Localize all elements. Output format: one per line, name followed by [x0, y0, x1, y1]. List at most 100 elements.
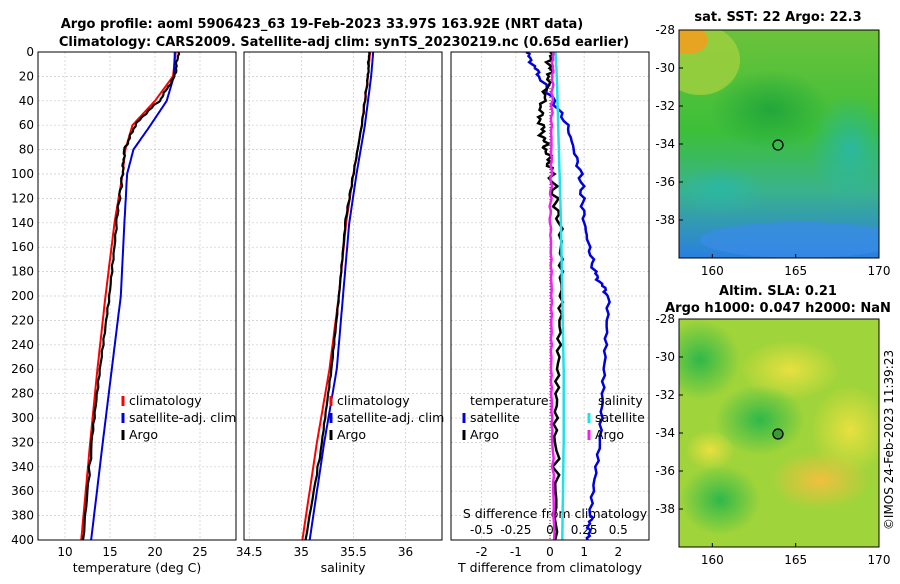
y-tick-label: 0: [26, 45, 34, 59]
map-y-tick-label: -32: [655, 99, 675, 113]
series-line-argo: [81, 52, 181, 540]
series-line-satellite-adj-clim: [308, 52, 375, 540]
map-x-tick-label: 170: [868, 264, 891, 278]
y-tick-label: 220: [11, 313, 34, 327]
x-tick-label: -1: [510, 545, 522, 559]
s-tick-label: -0.25: [500, 523, 531, 537]
s-tick-label: -0.5: [470, 523, 493, 537]
s-tick-label: 0: [546, 523, 554, 537]
map-y-tick-label: -38: [655, 502, 675, 516]
map-y-tick-label: -38: [655, 213, 675, 227]
sla-high-patch: [740, 340, 840, 400]
map-y-tick-label: -28: [655, 312, 675, 326]
legend-label: climatology: [337, 393, 410, 408]
y-tick-label: 240: [11, 338, 34, 352]
sla-map-title-line2: Argo h1000: 0.047 h2000: NaN: [665, 301, 891, 316]
y-tick-label: 360: [11, 484, 34, 498]
legend-label: satellite-adj. clim: [129, 410, 236, 425]
sst-teal-patch-2: [679, 165, 765, 215]
series-line-salinity-argo: [548, 52, 556, 540]
figure-title-line2: Climatology: CARS2009. Satellite-adj cli…: [59, 35, 629, 50]
y-tick-label: 320: [11, 435, 34, 449]
x-tick-label: -2: [476, 545, 488, 559]
legend-label: satellite: [595, 410, 645, 425]
sla-low-patch-2: [715, 385, 805, 455]
x-tick-label: 25: [192, 545, 207, 559]
sst-cool-patch: [710, 70, 830, 150]
x-tick-label: 20: [147, 545, 162, 559]
x-tick-label: 1: [580, 545, 588, 559]
map-x-tick-label: 165: [784, 553, 807, 567]
legend-title-salinity: salinity: [598, 393, 643, 408]
legend-title-temperature: temperature: [470, 393, 549, 408]
sla-map-panel: Altim. SLA: 0.21 Argo h1000: 0.047 h2000…: [655, 284, 890, 567]
s-tick-label: 0.25: [571, 523, 598, 537]
y-tick-label: 340: [11, 460, 34, 474]
map-y-tick-label: -34: [655, 426, 675, 440]
y-tick-label: 40: [19, 94, 34, 108]
map-x-tick-label: 160: [701, 553, 724, 567]
series-line-salinity-satellite: [554, 52, 565, 540]
y-tick-label: 80: [19, 143, 34, 157]
x-axis-label: T difference from climatology: [457, 560, 643, 575]
y-tick-label: 60: [19, 118, 34, 132]
y-tick-label: 100: [11, 167, 34, 181]
map-y-tick-label: -28: [655, 23, 675, 37]
x-tick-label: 35: [294, 545, 309, 559]
sla-low-patch: [679, 320, 740, 400]
y-tick-label: 260: [11, 362, 34, 376]
legend-label: Argo: [595, 427, 624, 442]
salinity-frame: [243, 51, 443, 541]
map-y-tick-label: -36: [655, 464, 675, 478]
x-axis-label: temperature (deg C): [73, 560, 202, 575]
y-tick-label: 120: [11, 191, 34, 205]
legend-label: satellite: [470, 410, 520, 425]
figure-title-line1: Argo profile: aoml 5906423_63 19-Feb-202…: [61, 17, 583, 32]
map-x-tick-label: 165: [784, 264, 807, 278]
sla-high-patch-3: [685, 430, 735, 470]
sla-low-patch-3: [680, 465, 760, 535]
x-tick-label: 15: [102, 545, 117, 559]
y-tick-label: 140: [11, 216, 34, 230]
x-axis-label: salinity: [321, 560, 366, 575]
difference-frame: [450, 51, 650, 541]
credit-text: ©IMOS 24-Feb-2023 11:39:23: [882, 350, 896, 530]
temperature-frame: [37, 51, 237, 541]
sla-orange-patch: [770, 450, 870, 510]
temperature-panel: 10 15 20 25 0 20 40 60 80 100 120 140 160 180 200 220 24…: [11, 45, 237, 575]
sst-argo-marker: [772, 139, 784, 151]
x-tick-label: 2: [614, 545, 622, 559]
legend-label: Argo: [470, 427, 499, 442]
y-tick-label: 400: [11, 533, 34, 547]
legend-label: climatology: [129, 393, 202, 408]
map-y-tick-label: -30: [655, 61, 675, 75]
x-tick-label: 10: [57, 545, 72, 559]
map-y-tick-label: -32: [655, 388, 675, 402]
salinity-panel: 34.5 35 35.5 36 salinity climatology satellite…: [236, 51, 444, 575]
s-tick-label: 0.5: [609, 523, 628, 537]
y-tick-label: 380: [11, 509, 34, 523]
y-tick-label: 180: [11, 265, 34, 279]
series-line-temperature-argo: [536, 52, 565, 540]
legend-label: Argo: [337, 427, 366, 442]
sst-map-panel: sat. SST: 22 Argo: 22.3 160 165 170 -28 -30 -…: [655, 10, 891, 278]
map-x-tick-label: 170: [868, 553, 891, 567]
sla-map-title-line1: Altim. SLA: 0.21: [719, 284, 837, 299]
sst-hot-patch: [679, 30, 708, 54]
x-tick-label: 36: [398, 545, 413, 559]
map-x-tick-label: 160: [701, 264, 724, 278]
sst-map-title: sat. SST: 22 Argo: 22.3: [694, 10, 861, 25]
x-tick-label: 0: [546, 545, 554, 559]
y-tick-label: 160: [11, 240, 34, 254]
sst-teal-patch: [810, 95, 879, 205]
y-tick-label: 280: [11, 387, 34, 401]
y-tick-label: 300: [11, 411, 34, 425]
sla-argo-marker: [772, 428, 784, 440]
y-tick-label: 20: [19, 69, 34, 83]
x-tick-label: 34.5: [236, 545, 263, 559]
legend-label: Argo: [129, 427, 158, 442]
sst-cold-band: [700, 222, 879, 258]
